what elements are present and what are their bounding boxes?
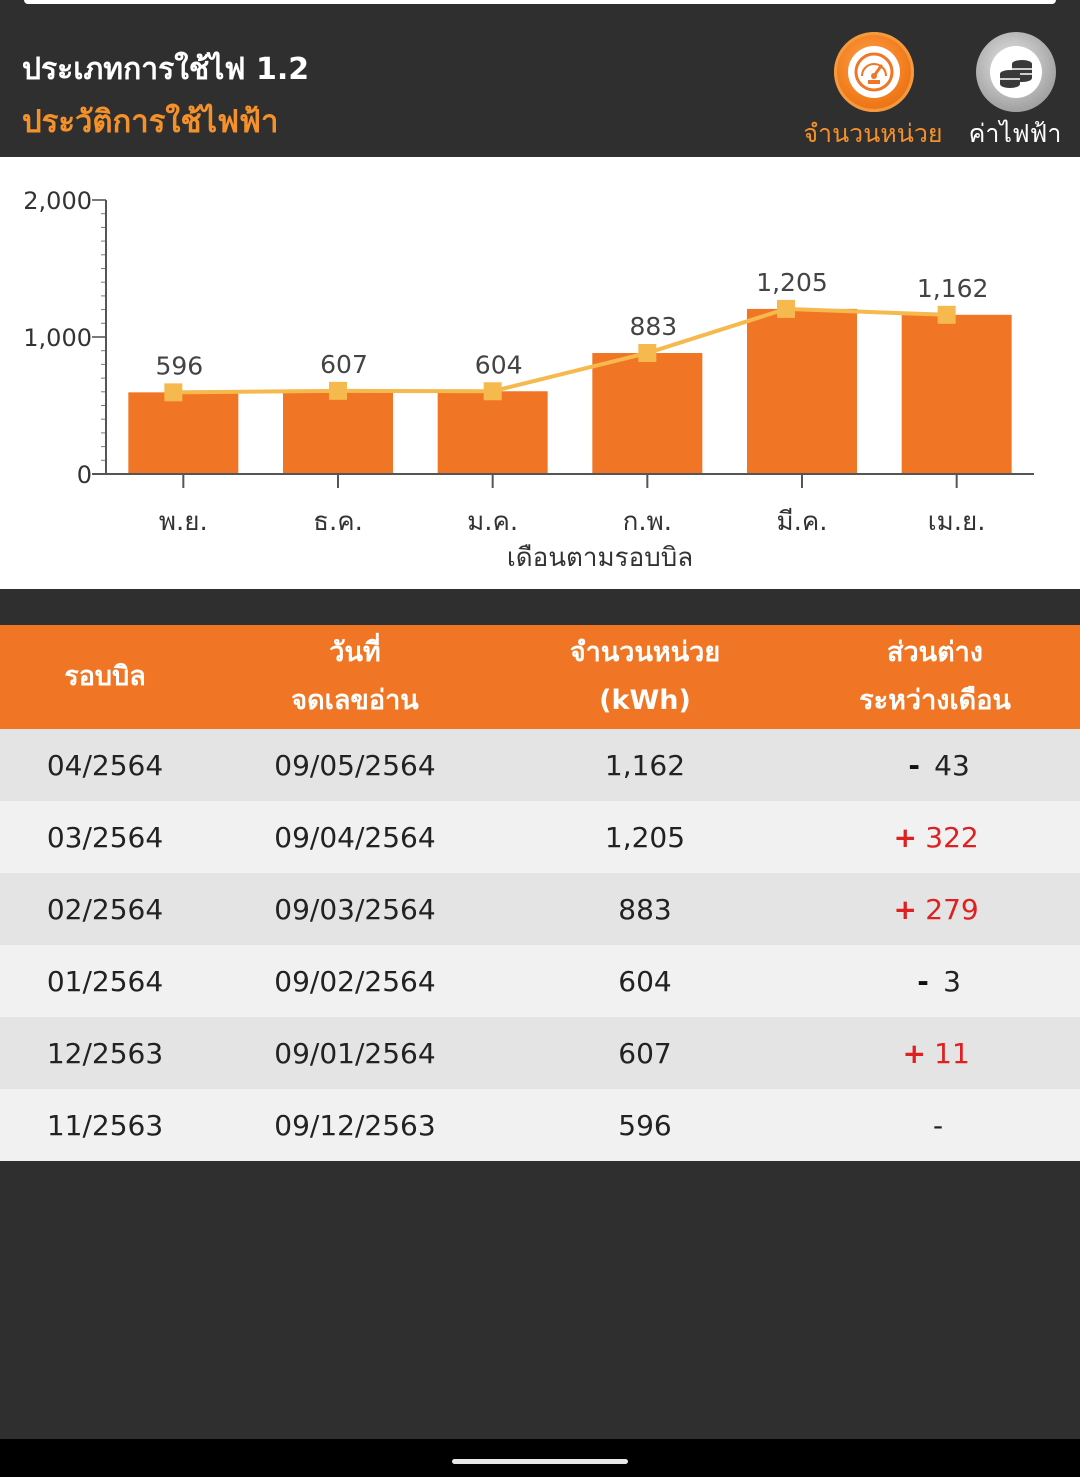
units-toggle-label: จำนวนหน่วย (803, 119, 943, 148)
trend-point (638, 344, 657, 363)
section-divider (0, 589, 1080, 625)
cell-read-date: 09/03/2564 (274, 892, 436, 926)
decrease-sign: - (908, 748, 920, 782)
cell-difference: -43 (790, 749, 1080, 782)
x-tick-label: ธ.ค. (313, 507, 363, 537)
header-units: จำนวนหน่วย (kWh) (569, 637, 721, 716)
cell-units: 1,205 (604, 820, 686, 854)
units-toggle-circle (834, 32, 914, 112)
bar (592, 353, 703, 474)
cost-toggle-label: ค่าไฟฟ้า (968, 119, 1062, 148)
cell-read-date: 09/12/2563 (274, 1108, 436, 1142)
y-tick-label: 0 (77, 461, 92, 489)
table-row: 04/2564 09/05/2564 1,162 -43 (0, 729, 1080, 801)
y-tick-label: 2,000 (23, 187, 92, 215)
x-tick-label: ก.พ. (623, 507, 672, 537)
data-label: 1,205 (756, 268, 828, 297)
difference-value: 279 (925, 892, 979, 926)
system-navigation-bar (0, 1439, 1080, 1477)
table-row: 01/2564 09/02/2564 604 -3 (0, 945, 1080, 1017)
table-row: 12/2563 09/01/2564 607 +11 (0, 1017, 1080, 1089)
speedometer-icon (848, 46, 900, 98)
table-row: 03/2564 09/04/2564 1,205 +322 (0, 801, 1080, 873)
cell-read-date: 09/04/2564 (274, 820, 436, 854)
status-strip (0, 0, 1080, 8)
units-toggle-button[interactable]: จำนวนหน่วย (798, 32, 948, 152)
table-row: 02/2564 09/03/2564 883 +279 (0, 873, 1080, 945)
app-header: ประเภทการใช้ไฟ 1.2 ประวัติการใช้ไฟฟ้า จำ… (0, 0, 1080, 157)
cell-read-date: 09/05/2564 (274, 748, 436, 782)
data-label: 604 (475, 350, 523, 379)
cell-read-date: 09/01/2564 (274, 1036, 436, 1070)
cell-billing-cycle: 03/2564 (46, 820, 164, 854)
page-title: ประเภทการใช้ไฟ 1.2 (22, 52, 310, 87)
trend-point (777, 299, 795, 318)
cell-read-date: 09/02/2564 (274, 964, 436, 998)
increase-sign: + (902, 1036, 926, 1070)
usage-table: รอบบิล วันที่ จดเลขอ่าน จำนวนหน่วย (kWh)… (0, 625, 1080, 1161)
difference-value: 322 (925, 820, 979, 854)
increase-sign: + (893, 892, 917, 926)
trend-point (937, 305, 956, 324)
trend-point (329, 381, 347, 400)
empty-area (0, 1161, 1080, 1439)
y-tick-label: 1,000 (23, 324, 92, 352)
cost-toggle-button[interactable]: ค่าไฟฟ้า (940, 32, 1080, 152)
header-monthly-difference: ส่วนต่าง ระหว่างเดือน (859, 637, 1011, 716)
data-label: 596 (155, 351, 203, 380)
x-tick-label: ม.ค. (467, 507, 518, 537)
trend-point (483, 382, 502, 401)
header-billing-cycle: รอบบิล (64, 661, 146, 692)
coins-icon (990, 46, 1042, 98)
bar (437, 391, 548, 474)
bar (128, 392, 239, 474)
trend-line (173, 306, 947, 395)
x-tick-label: เม.ย. (928, 507, 986, 537)
cell-units: 1,162 (604, 748, 686, 782)
bar (283, 390, 393, 474)
table-header: รอบบิล วันที่ จดเลขอ่าน จำนวนหน่วย (kWh)… (0, 625, 1080, 729)
cell-units: 604 (618, 964, 672, 998)
cell-difference: -3 (790, 965, 1080, 998)
data-label: 607 (320, 350, 368, 379)
cell-units: 596 (618, 1108, 672, 1142)
usage-chart: 0 1,000 2,000 พ.ย. ธ.ค. ม.ค. ก.พ. มี.ค. เม.ย. เดื… (23, 187, 1034, 573)
x-tick-label: พ.ย. (159, 507, 208, 537)
difference-value: - (932, 1108, 944, 1142)
x-axis-title: เดือนตามรอบบิล (507, 543, 693, 573)
cell-billing-cycle: 02/2564 (46, 892, 164, 926)
cell-units: 607 (618, 1036, 672, 1070)
status-strip-line (24, 0, 1056, 4)
difference-value: 43 (934, 748, 970, 782)
cell-difference: +322 (790, 821, 1080, 854)
data-label: 1,162 (917, 274, 989, 303)
header-read-date: วันที่ จดเลขอ่าน (291, 637, 419, 716)
cell-billing-cycle: 04/2564 (46, 748, 164, 782)
cell-billing-cycle: 12/2563 (46, 1036, 164, 1070)
cell-difference: +11 (790, 1037, 1080, 1070)
increase-sign: + (893, 820, 917, 854)
usage-chart-panel: 0 1,000 2,000 พ.ย. ธ.ค. ม.ค. ก.พ. มี.ค. เม.ย. เดื… (0, 157, 1080, 589)
cell-units: 883 (618, 892, 672, 926)
cell-billing-cycle: 01/2564 (46, 964, 164, 998)
trend-point (164, 383, 183, 402)
difference-value: 11 (934, 1036, 970, 1070)
cost-toggle-circle (976, 32, 1056, 112)
cell-difference: - (790, 1109, 1080, 1142)
bar (901, 314, 1012, 474)
table-row: 11/2563 09/12/2563 596 - (0, 1089, 1080, 1161)
table-body: 04/2564 09/05/2564 1,162-43 03/2564 09/04/25… (0, 729, 1080, 1161)
cell-billing-cycle: 11/2563 (46, 1108, 164, 1142)
x-tick-label: มี.ค. (776, 507, 827, 537)
decrease-sign: - (917, 964, 929, 998)
home-gesture-handle[interactable] (452, 1459, 628, 1464)
difference-value: 3 (943, 964, 961, 998)
data-label: 883 (629, 312, 677, 341)
bar (747, 308, 857, 474)
page-subtitle: ประวัติการใช้ไฟฟ้า (22, 104, 279, 140)
cell-difference: +279 (790, 893, 1080, 926)
